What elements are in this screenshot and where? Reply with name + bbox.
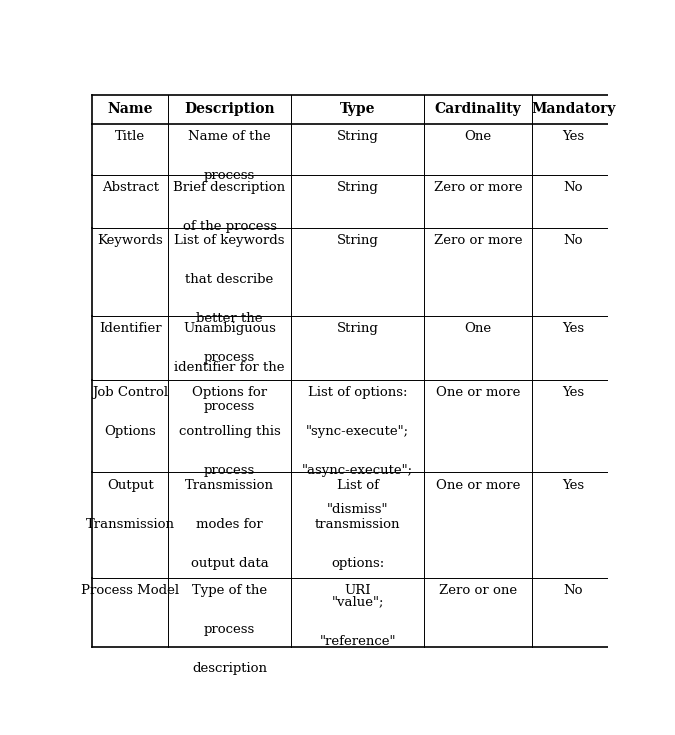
- Text: Yes: Yes: [562, 387, 585, 399]
- Text: No: No: [564, 182, 583, 194]
- Text: One or more: One or more: [436, 478, 520, 492]
- Text: Process Model: Process Model: [81, 584, 179, 597]
- Text: Zero or one: Zero or one: [439, 584, 517, 597]
- Text: One or more: One or more: [436, 387, 520, 399]
- Text: Options for

controlling this

process: Options for controlling this process: [179, 387, 280, 477]
- Text: Brief description

of the process: Brief description of the process: [173, 182, 286, 233]
- Text: Keywords: Keywords: [97, 234, 163, 247]
- Text: Title: Title: [115, 130, 145, 143]
- Text: Abstract: Abstract: [102, 182, 159, 194]
- Text: Description: Description: [184, 102, 275, 116]
- Text: Identifier: Identifier: [99, 322, 161, 334]
- Text: Transmission

modes for

output data: Transmission modes for output data: [185, 478, 274, 570]
- Text: String: String: [337, 322, 379, 334]
- Text: Yes: Yes: [562, 478, 585, 492]
- Text: URI: URI: [344, 584, 371, 597]
- Text: List of keywords

that describe

better the

process: List of keywords that describe better th…: [174, 234, 285, 365]
- Text: Mandatory: Mandatory: [531, 102, 616, 116]
- Text: Yes: Yes: [562, 130, 585, 143]
- Text: No: No: [564, 234, 583, 247]
- Text: List of options:

"sync-execute";

"async-execute";

"dismiss": List of options: "sync-execute"; "async-…: [302, 387, 413, 516]
- Text: One: One: [464, 322, 491, 334]
- Text: Zero or more: Zero or more: [434, 182, 522, 194]
- Text: Name of the

process: Name of the process: [188, 130, 271, 182]
- Text: Cardinality: Cardinality: [435, 102, 521, 116]
- Text: String: String: [337, 182, 379, 194]
- Text: Type: Type: [340, 102, 375, 116]
- Text: Yes: Yes: [562, 322, 585, 334]
- Text: String: String: [337, 234, 379, 247]
- Text: String: String: [337, 130, 379, 143]
- Text: Zero or more: Zero or more: [434, 234, 522, 247]
- Text: Output

Transmission: Output Transmission: [86, 478, 175, 531]
- Text: Name: Name: [107, 102, 153, 116]
- Text: Unambiguous

identifier for the

process: Unambiguous identifier for the process: [174, 322, 285, 413]
- Text: One: One: [464, 130, 491, 143]
- Text: Type of the

process

description: Type of the process description: [192, 584, 267, 675]
- Text: List of

transmission

options:

"value";

"reference": List of transmission options: "value"; "…: [315, 478, 400, 648]
- Text: No: No: [564, 584, 583, 597]
- Text: Job Control

Options: Job Control Options: [92, 387, 168, 438]
